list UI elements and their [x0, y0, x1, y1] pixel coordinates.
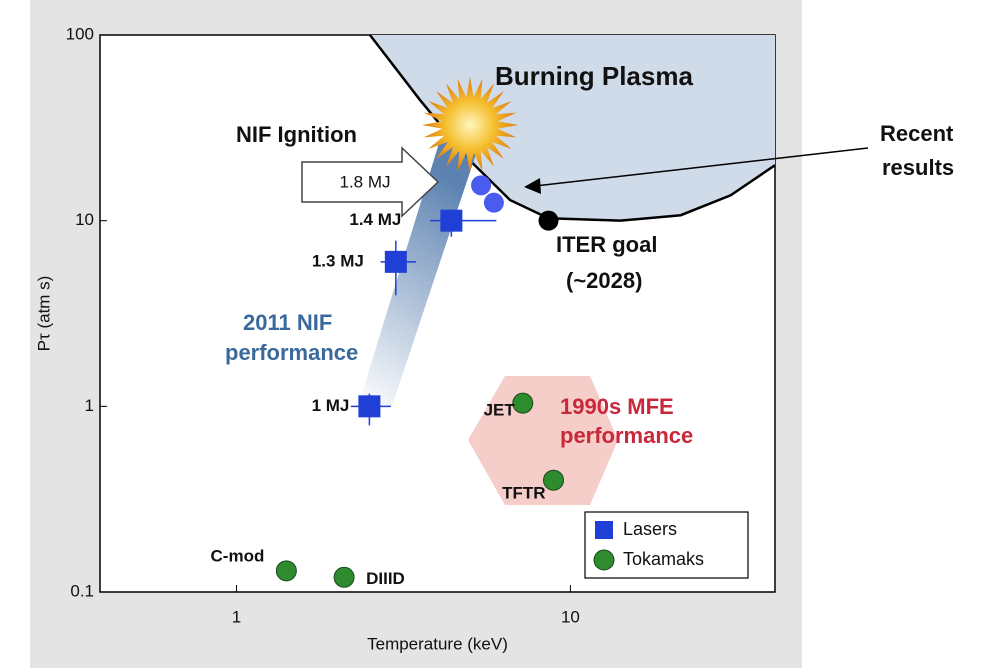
- recent-arrow: [534, 147, 869, 187]
- y-tick-label: 0.1: [70, 581, 94, 600]
- nif-band: [358, 140, 478, 406]
- legend-label: Tokamaks: [623, 549, 704, 569]
- x-tick-label: 1: [232, 607, 241, 626]
- point: [440, 209, 463, 232]
- recent-arrowhead: [524, 178, 541, 194]
- legend-label: Lasers: [623, 519, 677, 539]
- annotation: performance: [560, 423, 693, 448]
- point-label: 1.3 MJ: [312, 251, 364, 270]
- annotation: ITER goal: [556, 232, 657, 257]
- ignition-burst: [422, 77, 518, 173]
- plot-layer: Burning Plasma 1990s MFE performance 2011 N…: [34, 24, 954, 653]
- point: [358, 395, 381, 418]
- point: [333, 566, 355, 588]
- point-label: 1 MJ: [312, 396, 350, 415]
- legend-marker: [593, 549, 615, 571]
- point-label: JET: [484, 401, 516, 420]
- recent-point: [483, 192, 504, 213]
- point: [275, 560, 297, 582]
- annotation: NIF Ignition: [236, 122, 357, 147]
- iter-point: [538, 210, 559, 231]
- annotation: Burning Plasma: [495, 61, 693, 91]
- annotation: Recent results: [880, 121, 954, 180]
- point-label: 1.4 MJ: [349, 210, 401, 229]
- y-axis-label: Pτ (atm s): [34, 276, 53, 352]
- point: [384, 250, 407, 273]
- x-axis-label: Temperature (keV): [367, 634, 508, 653]
- point: [512, 392, 534, 414]
- burning-plasma-region: [369, 35, 775, 221]
- annotation: (~2028): [566, 268, 642, 293]
- y-tick-label: 100: [66, 24, 94, 43]
- legend-marker: [595, 521, 613, 539]
- point: [543, 469, 565, 491]
- point-label: DIIID: [366, 569, 405, 588]
- annotation: 1990s MFE: [560, 394, 674, 419]
- mfe-region: [468, 376, 618, 505]
- point-label: TFTR: [502, 484, 545, 503]
- annotation: performance: [225, 340, 358, 365]
- y-tick-label: 1: [85, 396, 94, 415]
- annotation: 2011 NIF: [243, 310, 332, 335]
- point-label: C-mod: [211, 546, 265, 565]
- y-tick-label: 10: [75, 210, 94, 229]
- x-tick-label: 10: [561, 607, 580, 626]
- recent-point: [471, 175, 492, 196]
- arrow-label: 1.8 MJ: [339, 172, 390, 191]
- ignition-arrow: [301, 146, 440, 218]
